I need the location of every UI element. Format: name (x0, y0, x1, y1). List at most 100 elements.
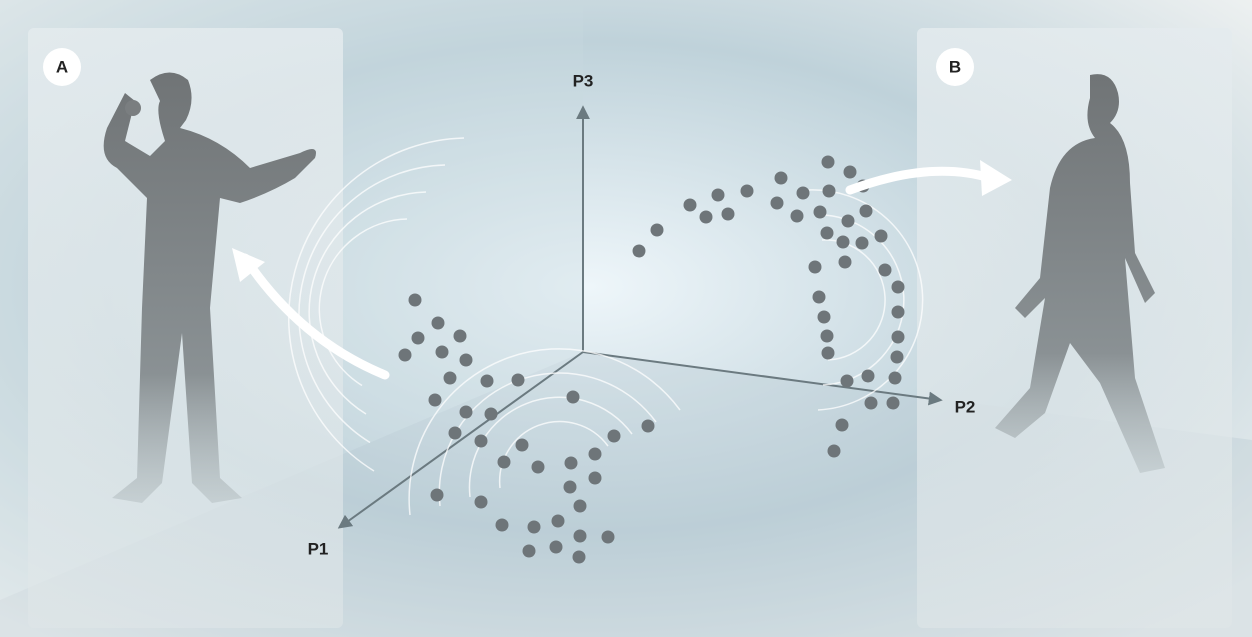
point (430, 488, 444, 502)
point (588, 447, 602, 461)
point (861, 369, 875, 383)
point (840, 374, 854, 388)
point (453, 329, 467, 343)
point (474, 434, 488, 448)
point (822, 184, 836, 198)
point (820, 329, 834, 343)
point (711, 188, 725, 202)
point (683, 198, 697, 212)
arc (298, 164, 446, 444)
arrow-to-a (240, 253, 390, 380)
arc (806, 189, 924, 411)
walker-silhouette (995, 74, 1165, 473)
point (855, 236, 869, 250)
point (770, 196, 784, 210)
badge-a (43, 48, 81, 86)
axis-p1 (337, 351, 584, 529)
arc (318, 218, 408, 387)
point (435, 345, 449, 359)
point (459, 405, 473, 419)
axes (337, 105, 943, 529)
point (588, 471, 602, 485)
point (495, 518, 509, 532)
point (564, 456, 578, 470)
point (527, 520, 541, 534)
point (459, 353, 473, 367)
point (891, 280, 905, 294)
point (531, 460, 545, 474)
point (790, 209, 804, 223)
axis-label: P3 (573, 71, 594, 90)
point (891, 305, 905, 319)
point (774, 171, 788, 185)
point (549, 540, 563, 554)
point (827, 444, 841, 458)
panel-label: A (56, 57, 68, 76)
arrow-to-b (845, 166, 995, 195)
point (573, 529, 587, 543)
point (812, 290, 826, 304)
singer-silhouette (103, 72, 317, 503)
point (428, 393, 442, 407)
point (838, 255, 852, 269)
point (511, 373, 525, 387)
axis-p2 (582, 351, 943, 406)
point (808, 260, 822, 274)
point (699, 210, 713, 224)
point (443, 371, 457, 385)
point (886, 396, 900, 410)
point (650, 223, 664, 237)
arc (288, 137, 465, 472)
point (408, 293, 422, 307)
arc (468, 396, 633, 498)
point (821, 155, 835, 169)
arc (408, 348, 681, 516)
point (566, 390, 580, 404)
point (431, 316, 445, 330)
point (522, 544, 536, 558)
point (891, 330, 905, 344)
point (573, 499, 587, 513)
point (551, 514, 565, 528)
point (480, 374, 494, 388)
point (878, 263, 892, 277)
arrow-to-a-head (232, 248, 265, 282)
point (888, 371, 902, 385)
microphone (125, 100, 141, 116)
point (563, 480, 577, 494)
point (607, 429, 621, 443)
point (474, 495, 488, 509)
point (515, 438, 529, 452)
point-cloud (398, 155, 905, 564)
point (890, 350, 904, 364)
point (835, 418, 849, 432)
point (398, 348, 412, 362)
point (601, 530, 615, 544)
point (821, 346, 835, 360)
point (864, 396, 878, 410)
point (817, 310, 831, 324)
point (484, 407, 498, 421)
axis-label: P1 (308, 539, 329, 558)
point (874, 229, 888, 243)
point (641, 419, 655, 433)
point (836, 235, 850, 249)
point (448, 426, 462, 440)
arc (308, 191, 427, 415)
point (820, 226, 834, 240)
badge-b (936, 48, 974, 86)
point (632, 244, 646, 258)
point (843, 165, 857, 179)
axis-label: P2 (955, 397, 976, 416)
point (721, 207, 735, 221)
point (497, 455, 511, 469)
point (859, 204, 873, 218)
point (411, 331, 425, 345)
point (572, 550, 586, 564)
panel-label: B (949, 57, 961, 76)
point (740, 184, 754, 198)
point (813, 205, 827, 219)
point (796, 186, 810, 200)
point (841, 214, 855, 228)
